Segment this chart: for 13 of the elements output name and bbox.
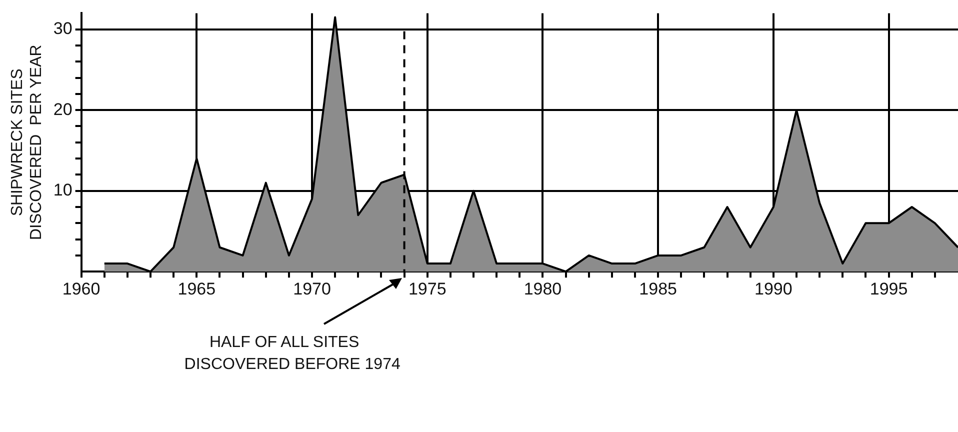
- y-tick-label: 30: [53, 19, 72, 38]
- y-tick-label: 10: [53, 180, 72, 200]
- y-axis-title: SHIPWRECK SITES DISCOVERED PER YEAR: [9, 44, 46, 240]
- x-tick-label: 1985: [639, 279, 677, 298]
- x-tick-label: 1995: [870, 279, 908, 298]
- x-tick-label: 1990: [754, 279, 792, 298]
- x-tick-label: 1965: [178, 279, 216, 298]
- x-tick-label: 1975: [408, 279, 446, 298]
- ref-line-label: HALF OF ALL SITES DISCOVERED BEFORE 1974: [184, 332, 400, 375]
- y-tick-label: 20: [53, 100, 72, 119]
- x-tick-label: 1960: [62, 279, 100, 298]
- x-tick-label: 1980: [524, 279, 562, 298]
- x-tick-label: 1970: [293, 279, 331, 298]
